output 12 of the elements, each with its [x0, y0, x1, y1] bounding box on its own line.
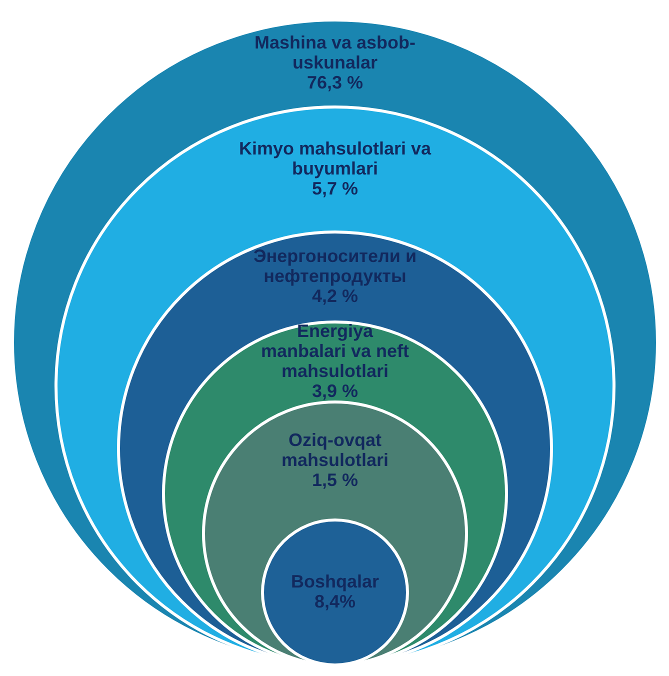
category-label: Энергоносители и нефтепродукты: [253, 246, 417, 286]
data-label: 8,4%: [314, 591, 356, 612]
category-label: Oziq-ovqat mahsulotlari: [281, 430, 389, 470]
data-label: 5,7 %: [312, 178, 358, 198]
data-label: 1,5 %: [312, 470, 358, 490]
data-label: 76,3 %: [306, 72, 364, 92]
category-label: Boshqalar: [290, 571, 380, 592]
data-label: 3,9 %: [312, 380, 358, 401]
category-label: Mashina va asbob-uskunalar: [254, 32, 416, 72]
data-label: 4,2 %: [312, 286, 358, 306]
category-label: Energiya manbalari va neft mahsulotlari: [260, 320, 410, 381]
category-label: Kimyo mahsulotlari va buyumlari: [238, 138, 432, 178]
